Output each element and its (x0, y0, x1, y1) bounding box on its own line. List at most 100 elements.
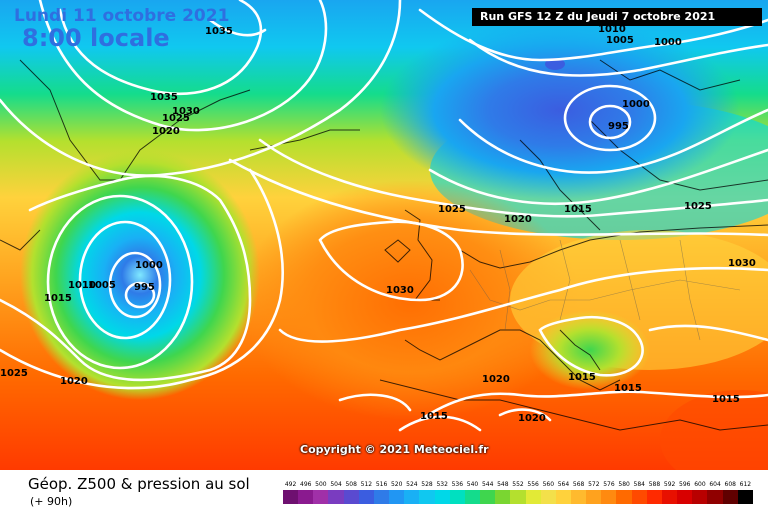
isobar-label: 1005 (88, 280, 116, 291)
color-scale-label: 500 (315, 481, 327, 488)
isobar-label: 995 (134, 282, 155, 293)
color-scale-swatch (343, 490, 359, 504)
isobar-label: 1035 (205, 26, 233, 37)
color-scale-label: 504 (330, 481, 342, 488)
color-scale-swatch (661, 490, 678, 504)
color-scale-label: 524 (406, 481, 418, 488)
color-scale-label: 572 (588, 481, 600, 488)
color-scale-swatch (449, 490, 465, 504)
color-scale-label: 592 (663, 481, 676, 488)
model-run-label: Run GFS 12 Z du Jeudi 7 octobre 2021 (472, 8, 762, 26)
color-scale-label: 492 (284, 481, 297, 488)
color-scale-label: 512 (360, 481, 373, 488)
isobar-label: 1000 (622, 99, 650, 110)
color-scale-label: 580 (618, 481, 630, 488)
isobar-label: 1015 (712, 394, 740, 405)
isobar-label: 1015 (44, 293, 72, 304)
color-scale-label: 508 (345, 481, 357, 488)
forecast-time: 8:00 locale (22, 24, 170, 52)
isobar-label: 1015 (564, 204, 592, 215)
isobar-label: 1035 (150, 92, 178, 103)
geopotential-field (0, 0, 768, 470)
isobar-label: 1025 (162, 113, 190, 124)
isobar-label: 1020 (482, 374, 510, 385)
isobar-label: 1025 (0, 368, 28, 379)
isobar-label: 1030 (728, 258, 756, 269)
color-scale-swatch (601, 490, 617, 504)
color-scale-label: 496 (300, 481, 312, 488)
color-scale-labels: 492 496 500 504 508 512 516 520 524 528 532 536 540 5… (283, 481, 753, 489)
color-scale-swatch (480, 490, 496, 504)
isobar-label: 1020 (152, 126, 180, 137)
isobar-label: 1025 (684, 201, 712, 212)
color-scale-swatch (540, 490, 556, 504)
isobar-label: 1005 (606, 35, 634, 46)
isobar-label: 1000 (135, 260, 163, 271)
color-scale-swatch (283, 490, 299, 504)
isobar-label: 1025 (438, 204, 466, 215)
color-scale-label: 560 (542, 481, 555, 488)
color-scale-swatch (722, 490, 738, 504)
weather-map: Lundi 11 octobre 2021 8:00 locale Run GF… (0, 0, 768, 470)
color-scale-swatch (737, 490, 753, 504)
color-scale-label: 552 (512, 481, 524, 488)
color-scale-label: 556 (527, 481, 539, 488)
color-scale-label: 532 (436, 481, 448, 488)
isobar-label: 1010 (598, 24, 626, 35)
isobar-label: 1000 (654, 37, 682, 48)
color-scale-swatch (419, 490, 435, 504)
color-scale-label: 528 (421, 481, 433, 488)
legend-subtitle: (+ 90h) (30, 495, 73, 508)
color-scale-swatch (646, 490, 662, 504)
color-scale-swatch (328, 490, 344, 504)
isobars (0, 0, 768, 430)
copyright: Copyright © 2021 Meteociel.fr (300, 443, 489, 456)
color-scale-swatch (313, 490, 329, 504)
isobar-label: 1015 (568, 372, 596, 383)
color-scale-swatch (510, 490, 526, 504)
color-scale-swatch (707, 490, 723, 504)
color-scale-label: 516 (375, 481, 388, 488)
color-scale-swatch (434, 490, 450, 504)
color-scale-swatch (586, 490, 602, 504)
isobar-label: 1030 (386, 285, 414, 296)
color-scale-label: 600 (694, 481, 706, 488)
isobar-label: 1020 (504, 214, 532, 225)
color-scale-swatch (525, 490, 541, 504)
color-scale-swatch (495, 490, 511, 504)
isobar-label: 1015 (614, 383, 642, 394)
color-scale-label: 584 (633, 481, 645, 488)
color-scale-label: 536 (451, 481, 464, 488)
isobar-label: 1030 (172, 106, 200, 117)
color-scale-swatch (298, 490, 314, 504)
color-scale-label: 544 (481, 481, 494, 488)
isobar-label: 1010 (68, 280, 96, 291)
color-scale-swatch (464, 490, 481, 504)
color-scale-swatch (404, 490, 420, 504)
isobar-label: 1020 (518, 413, 546, 424)
color-scale-label: 520 (390, 481, 403, 488)
color-scale-swatch (570, 490, 587, 504)
color-scale-label: 564 (557, 481, 570, 488)
color-scale-label: 588 (648, 481, 661, 488)
color-scale-label: 540 (466, 481, 479, 488)
color-scale-label: 548 (497, 481, 509, 488)
color-scale-label: 608 (724, 481, 736, 488)
legend-title: Géop. Z500 & pression au sol (28, 475, 250, 493)
color-scale-label: 604 (709, 481, 721, 488)
isobar-label: 1020 (60, 376, 88, 387)
color-scale-swatch (677, 490, 693, 504)
color-scale-swatch (616, 490, 632, 504)
color-scale-swatch (389, 490, 405, 504)
color-scale-swatch (358, 490, 374, 504)
color-scale-label: 596 (679, 481, 691, 488)
color-scale-swatch (692, 490, 708, 504)
color-scale-label: 612 (739, 481, 752, 488)
color-scale-swatch (373, 490, 390, 504)
color-scale-swatch (631, 490, 647, 504)
forecast-date: Lundi 11 octobre 2021 (14, 6, 230, 26)
isobar-label: 1015 (420, 411, 448, 422)
isobar-label: 995 (608, 121, 629, 132)
color-scale-label: 576 (603, 481, 615, 488)
color-scale-label: 568 (572, 481, 585, 488)
